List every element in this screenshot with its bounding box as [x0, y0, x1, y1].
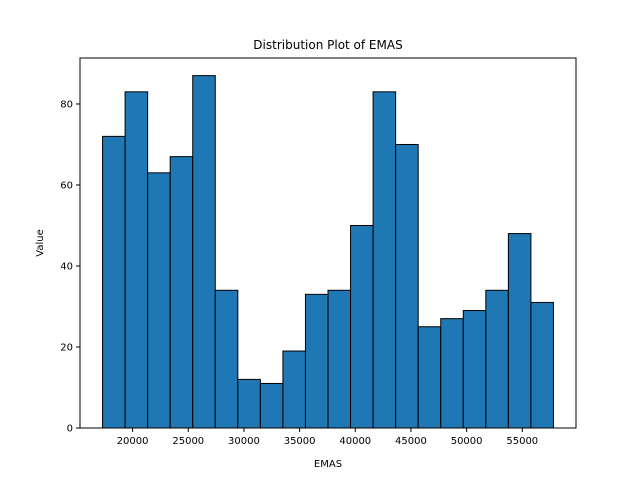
histogram-bar	[327, 289, 352, 429]
y-tick-label: 40	[60, 261, 73, 272]
histogram-bar	[304, 293, 329, 429]
histogram-bar	[530, 301, 554, 429]
histogram-bar	[192, 75, 216, 429]
histogram-bar	[395, 143, 419, 429]
y-tick-label: 20	[60, 342, 73, 353]
x-tick-label: 40000	[339, 436, 371, 447]
histogram-bar	[214, 289, 239, 429]
histogram-bar	[485, 289, 509, 429]
histogram-bar	[350, 224, 374, 429]
histogram-bar	[147, 172, 171, 429]
x-tick-label: 45000	[395, 436, 427, 447]
histogram-bar	[440, 318, 464, 429]
histogram-bar	[237, 378, 261, 429]
histogram-bar	[372, 91, 397, 429]
x-tick-label: 55000	[506, 436, 538, 447]
x-axis-ticks: 20000 25000 30000 35000 40000 45000 50000 55000	[117, 428, 538, 447]
x-tick-label: 35000	[284, 436, 316, 447]
histogram-bar	[259, 382, 284, 429]
histogram-bar	[507, 233, 532, 429]
histogram-bar	[102, 135, 126, 429]
x-tick-label: 30000	[228, 436, 260, 447]
histogram-bar	[169, 156, 194, 429]
histogram-bar	[462, 310, 487, 429]
chart-title: Distribution Plot of EMAS	[253, 38, 402, 52]
bars-group	[102, 75, 554, 429]
x-axis-label: EMAS	[314, 459, 342, 470]
x-tick-label: 50000	[451, 436, 483, 447]
y-axis-ticks: 0 20 40 60 80	[60, 99, 80, 435]
y-tick-label: 80	[60, 99, 73, 110]
x-tick-label: 25000	[172, 436, 204, 447]
histogram-bar	[417, 326, 442, 429]
y-axis-label: Value	[35, 229, 46, 256]
y-tick-label: 0	[67, 424, 73, 435]
y-tick-label: 60	[60, 180, 73, 191]
x-tick-label: 20000	[117, 436, 149, 447]
plot-frame	[79, 57, 577, 429]
histogram-bar	[124, 91, 149, 429]
histogram-bar	[282, 350, 306, 429]
